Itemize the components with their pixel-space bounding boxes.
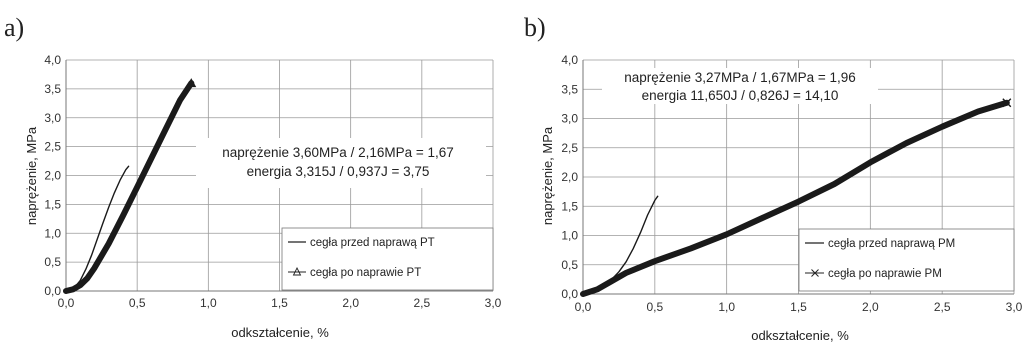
series-end-marker-a	[186, 78, 197, 88]
x-tick-label: 1,5	[790, 300, 807, 314]
chart-panel-a: a) 0,0 0,5 1,0 1,5 2,0 2,5 3,0 0,0 0,5 1,0 1,5 2,0…	[4, 13, 502, 340]
x-tick-label: 2,0	[342, 296, 359, 310]
legend-label-b-before: cegła przed naprawą PM	[828, 238, 955, 250]
y-tick-label: 4,0	[561, 53, 578, 67]
y-tick-label: 1,5	[561, 199, 578, 213]
series-line-b-after	[580, 99, 1010, 297]
chart-panel-b: b) 0,0 0,5 1,0 1,5 2,0 2,5 3,0 0,0 0,5 1,0 1,5 2,0…	[524, 13, 1023, 343]
y-tick-label: 0,0	[44, 284, 61, 298]
x-tick-label: 0,5	[646, 300, 663, 314]
x-tick-label: 3,0	[1006, 300, 1023, 314]
panel-label-b: b)	[524, 13, 546, 42]
y-tick-label: 0,5	[561, 258, 578, 272]
y-tick-label: 3,5	[561, 82, 578, 96]
x-axis-label-b: odkształcenie, %	[751, 328, 849, 343]
y-tick-label: 0,5	[44, 255, 61, 269]
x-tick-labels-b: 0,0 0,5 1,0 1,5 2,0 2,5 3,0	[575, 300, 1023, 314]
y-tick-label: 2,0	[561, 170, 578, 184]
x-tick-label: 3,0	[485, 296, 502, 310]
y-axis-label-a: naprężenie, MPa	[24, 126, 39, 225]
x-tick-label: 0,0	[58, 296, 75, 310]
grid-b	[582, 59, 1015, 295]
y-tick-label: 3,0	[561, 112, 578, 126]
legend-b: cegła przed naprawą PM cegła po naprawie…	[798, 228, 1015, 292]
x-tick-label: 1,5	[271, 296, 288, 310]
series-group-b	[580, 98, 1012, 297]
cross-marker-icon	[811, 269, 819, 277]
x-tick-label: 2,5	[413, 296, 430, 310]
series-line-a-after	[63, 80, 195, 294]
y-tick-label: 4,0	[44, 53, 61, 67]
y-tick-label: 1,0	[561, 229, 578, 243]
y-tick-label: 1,5	[44, 197, 61, 211]
x-tick-labels-a: 0,0 0,5 1,0 1,5 2,0 2,5 3,0	[58, 296, 502, 310]
x-tick-label: 1,0	[200, 296, 217, 310]
y-tick-label: 2,0	[44, 169, 61, 183]
legend-label-a-before: cegła przed naprawą PT	[310, 237, 435, 249]
y-tick-label: 3,0	[44, 111, 61, 125]
x-tick-label: 0,5	[129, 296, 146, 310]
annotation-box-b	[602, 68, 878, 104]
annotation-b-energy: energia 11,650J / 0,826J = 14,10	[642, 88, 839, 103]
annotation-box-a	[196, 138, 486, 188]
y-axis-label-b: naprężenie, MPa	[540, 126, 555, 225]
y-tick-labels-b: 0,0 0,5 1,0 1,5 2,0 2,5 3,0 3,5 4,0	[561, 53, 578, 301]
annotation-a-stress: naprężenie 3,60MPa / 2,16MPa = 1,67	[222, 145, 454, 160]
legend-a: cegła przed naprawą PT cegła po naprawie…	[281, 227, 494, 291]
series-group-a	[63, 78, 197, 294]
series-end-marker-b	[1002, 98, 1012, 108]
y-tick-label: 0,0	[561, 287, 578, 301]
x-tick-label: 1,0	[718, 300, 735, 314]
legend-label-a-after: cegła po naprawie PT	[310, 267, 421, 279]
y-tick-label: 3,5	[44, 82, 61, 96]
y-tick-label: 2,5	[44, 140, 61, 154]
annotation-b-stress: naprężenie 3,27MPa / 1,67MPa = 1,96	[624, 70, 856, 85]
legend-label-b-after: cegła po naprawie PM	[828, 268, 942, 280]
x-tick-label: 2,5	[934, 300, 951, 314]
triangle-marker-icon	[292, 266, 302, 276]
x-axis-label-a: odkształcenie, %	[231, 325, 329, 340]
x-tick-label: 2,0	[862, 300, 879, 314]
y-tick-label: 2,5	[561, 141, 578, 155]
panel-label-a: a)	[4, 13, 24, 42]
y-tick-labels-a: 0,0 0,5 1,0 1,5 2,0 2,5 3,0 3,5 4,0	[44, 53, 61, 298]
x-tick-label: 0,0	[575, 300, 592, 314]
y-tick-label: 1,0	[44, 226, 61, 240]
annotation-a-energy: energia 3,315J / 0,937J = 3,75	[247, 164, 430, 179]
